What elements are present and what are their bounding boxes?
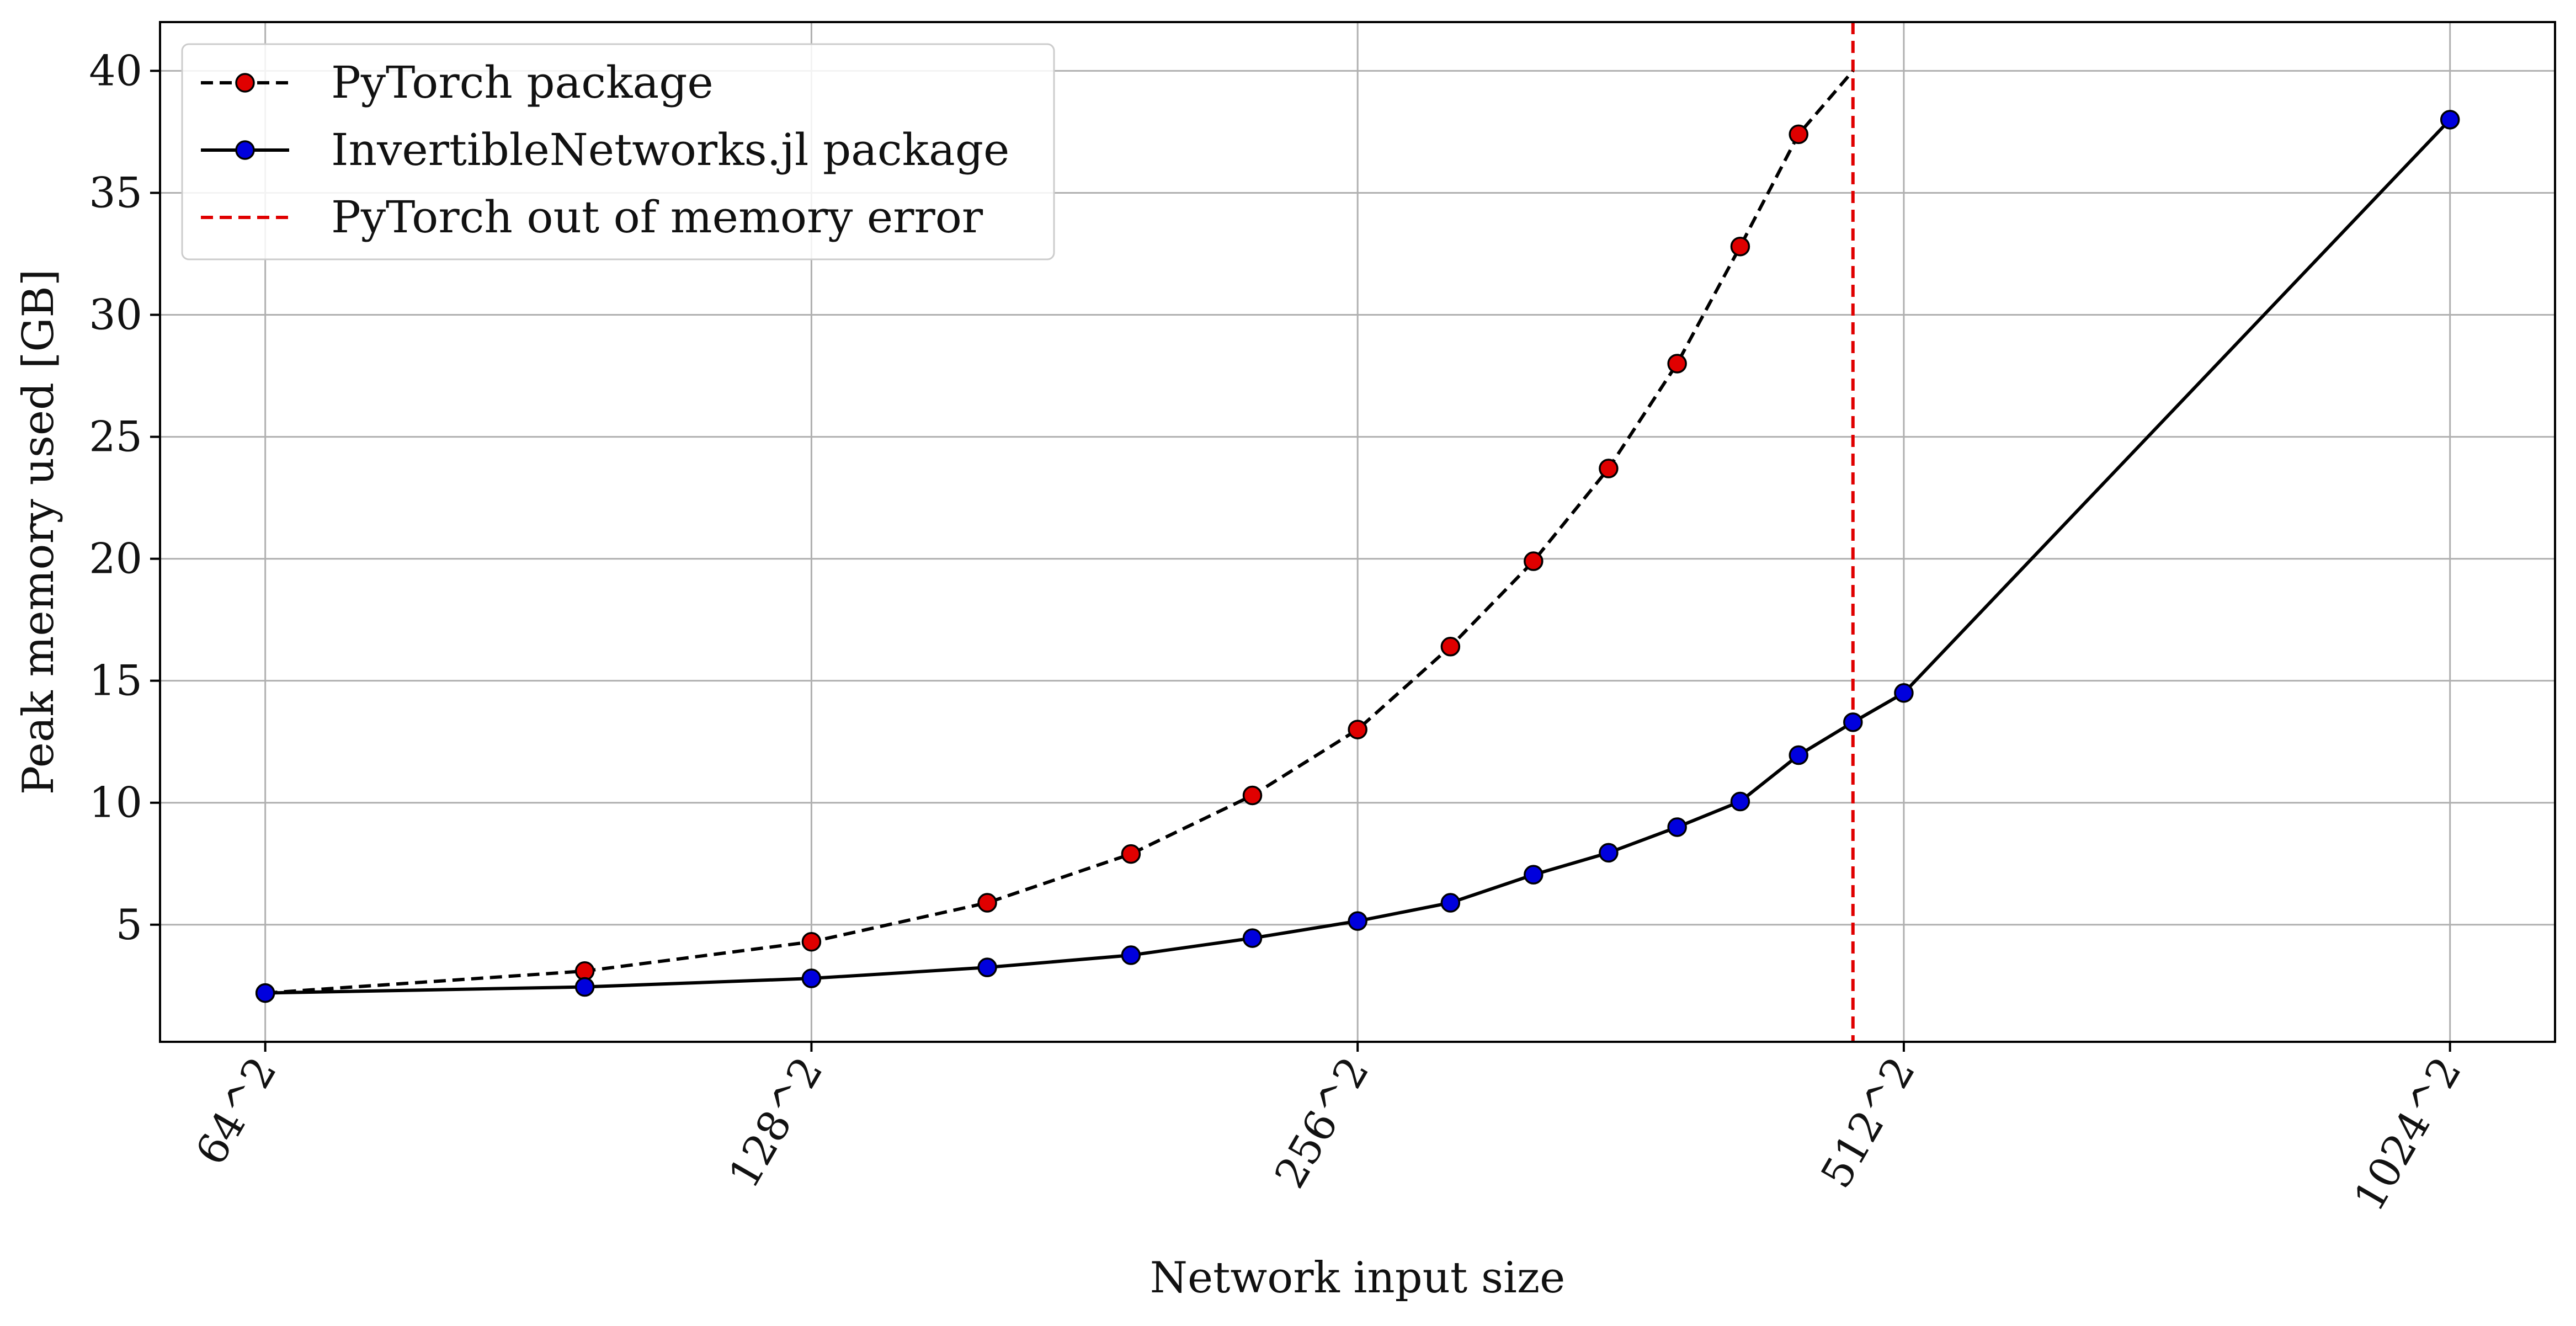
invertiblenetworks-data-point — [1789, 745, 1809, 765]
pytorch-data-point — [1348, 720, 1367, 739]
invertiblenetworks-data-point — [1242, 928, 1263, 948]
x-tick-label: 256^2 — [1265, 1049, 1379, 1196]
pytorch-data-point — [1440, 637, 1461, 657]
x-tick-label: 64^2 — [186, 1049, 286, 1173]
pytorch-data-point — [1524, 551, 1544, 571]
legend-box — [181, 43, 1055, 260]
y-axis-label: Peak memory used [GB] — [14, 269, 63, 795]
legend-label: PyTorch package — [331, 57, 714, 108]
pytorch-data-point — [1121, 844, 1141, 864]
y-tick-label: 15 — [89, 656, 142, 705]
pytorch-data-point — [977, 893, 997, 913]
invertiblenetworks-data-point — [1843, 712, 1863, 732]
invertiblenetworks-data-point — [1730, 791, 1750, 812]
y-tick-label: 40 — [89, 46, 142, 95]
pytorch-data-point — [1730, 236, 1750, 257]
invertiblenetworks-data-point — [255, 983, 275, 1003]
invertiblenetworks-series-line — [265, 118, 2451, 995]
invertiblenetworks-data-point — [1348, 911, 1367, 931]
pytorch-data-point — [1599, 459, 1619, 478]
y-tick-label: 30 — [89, 290, 142, 339]
legend-label: PyTorch out of memory error — [331, 191, 983, 243]
x-axis-label: Network input size — [1150, 1253, 1566, 1303]
invertiblenetworks-data-point — [2440, 110, 2460, 130]
invertiblenetworks-data-point — [1599, 843, 1619, 863]
invertiblenetworks-data-point — [977, 957, 997, 977]
invertiblenetworks-data-point — [1440, 893, 1461, 913]
invertiblenetworks-data-point — [1121, 945, 1141, 965]
x-tick-label: 1024^2 — [2344, 1049, 2471, 1220]
invertiblenetworks-data-point — [574, 977, 595, 997]
invertiblenetworks-data-point — [1667, 817, 1687, 837]
invertiblenetworks-data-point — [801, 968, 822, 988]
pytorch-data-point — [1667, 354, 1687, 374]
pytorch-data-point — [1789, 124, 1809, 145]
pytorch-data-point — [801, 931, 822, 952]
legend: PyTorch package InvertibleNetworks.jl pac… — [181, 43, 1055, 260]
invertiblenetworks-data-point — [1524, 865, 1544, 885]
y-tick-label: 10 — [89, 778, 142, 827]
legend-marker — [235, 140, 255, 160]
y-tick-label: 35 — [89, 168, 142, 217]
y-tick-label: 20 — [89, 534, 142, 583]
invertiblenetworks-data-point — [1894, 683, 1914, 703]
x-tick-label: 512^2 — [1811, 1049, 1925, 1196]
legend-marker — [235, 73, 255, 93]
legend-label: InvertibleNetworks.jl package — [331, 124, 1009, 175]
pytorch-data-point — [1242, 785, 1263, 806]
plot-area — [255, 22, 2460, 1042]
grid — [160, 22, 2555, 1042]
x-tick-label: 128^2 — [718, 1049, 832, 1196]
pytorch-series-line — [265, 70, 1855, 995]
y-tick-label: 5 — [116, 900, 142, 949]
y-tick-label: 25 — [89, 412, 142, 461]
